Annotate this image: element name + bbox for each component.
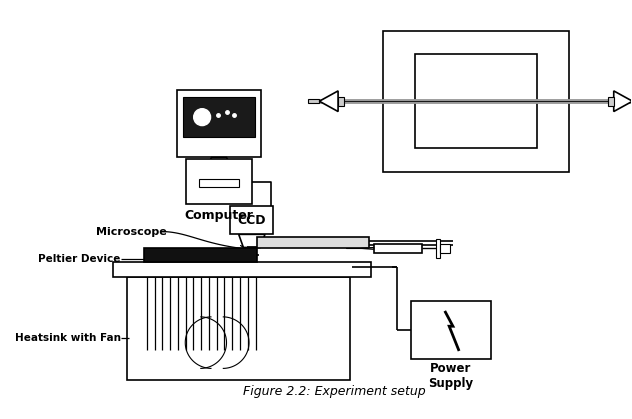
Polygon shape xyxy=(319,91,338,111)
Bar xyxy=(199,179,239,187)
Polygon shape xyxy=(239,234,265,248)
Text: CCD: CCD xyxy=(238,214,266,227)
Bar xyxy=(230,206,274,234)
Bar xyxy=(257,237,369,248)
Bar xyxy=(183,98,255,137)
Bar xyxy=(383,31,569,171)
Bar xyxy=(441,244,449,253)
Bar xyxy=(338,96,344,106)
Bar xyxy=(435,239,441,258)
Text: Figure 2.2: Experiment setup: Figure 2.2: Experiment setup xyxy=(243,385,425,398)
Polygon shape xyxy=(361,248,374,249)
Circle shape xyxy=(193,109,210,126)
Bar xyxy=(177,90,261,158)
Bar xyxy=(411,301,491,359)
Text: Microscope: Microscope xyxy=(96,227,167,237)
Text: Peltier Device: Peltier Device xyxy=(38,254,121,264)
Text: Power
Supply: Power Supply xyxy=(428,362,473,390)
Text: Computer: Computer xyxy=(185,209,253,222)
Bar xyxy=(144,248,257,261)
Polygon shape xyxy=(614,91,632,111)
Polygon shape xyxy=(207,158,231,167)
Bar xyxy=(415,54,537,148)
Text: Heatsink with Fan: Heatsink with Fan xyxy=(15,334,121,344)
Bar xyxy=(127,277,350,380)
Bar xyxy=(308,99,319,103)
Bar xyxy=(113,261,371,277)
Bar xyxy=(186,159,252,204)
Bar xyxy=(608,96,614,106)
Bar xyxy=(374,244,422,253)
